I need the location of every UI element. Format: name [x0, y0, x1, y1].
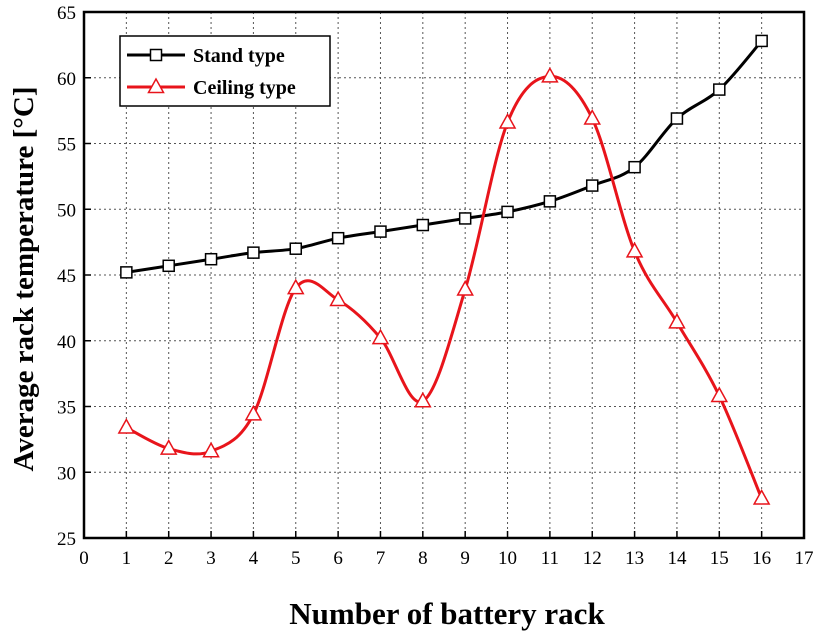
- y-tick-label: 40: [57, 332, 76, 353]
- data-point: [286, 278, 305, 295]
- x-tick-label: 2: [164, 548, 174, 569]
- y-tick-label: 50: [57, 200, 76, 221]
- x-tick-label: 10: [498, 548, 517, 569]
- x-tick-label: 14: [667, 548, 687, 569]
- y-tick-label: 45: [57, 266, 76, 287]
- data-point: [159, 439, 178, 455]
- data-point: [670, 112, 684, 125]
- data-point: [541, 66, 559, 83]
- x-tick-label: 9: [460, 548, 470, 569]
- data-point: [625, 241, 644, 258]
- data-point: [710, 386, 729, 403]
- data-point: [202, 441, 220, 458]
- legend-marker: [147, 77, 165, 94]
- legend-label: Stand type: [193, 45, 285, 67]
- data-point: [628, 160, 641, 174]
- x-tick-label: 3: [206, 548, 216, 569]
- data-point: [204, 252, 218, 266]
- x-tick-label: 1: [122, 548, 132, 569]
- y-tick-label: 55: [57, 135, 76, 156]
- x-tick-label: 17: [795, 548, 814, 569]
- legend-marker: [149, 48, 163, 62]
- y-axis-title: Average rack temperature [°C]: [8, 87, 40, 472]
- data-point: [329, 290, 347, 307]
- series-layer: [117, 34, 771, 505]
- data-point: [162, 259, 175, 273]
- data-point: [289, 242, 303, 255]
- data-point: [371, 328, 390, 345]
- y-tick-label: 30: [57, 463, 76, 484]
- data-point: [117, 417, 136, 434]
- x-tick-label: 8: [418, 548, 428, 569]
- data-point: [416, 218, 430, 232]
- x-tick-label: 13: [625, 548, 644, 569]
- data-point: [120, 266, 133, 279]
- y-tick-label: 65: [57, 3, 76, 24]
- data-point: [374, 225, 387, 238]
- legend-box: [119, 35, 331, 107]
- x-tick-label: 12: [583, 548, 602, 569]
- y-tick-label: 25: [57, 529, 76, 550]
- data-point: [668, 312, 686, 329]
- data-point: [331, 231, 345, 245]
- series-line: [126, 39, 763, 274]
- data-point: [501, 205, 514, 219]
- y-tick-label: 35: [57, 398, 76, 419]
- y-axis-ticks: 25 30 35 40 45 50 55 60 65: [57, 3, 91, 550]
- x-tick-label: 6: [333, 548, 343, 569]
- series-2: [117, 66, 771, 505]
- legend-label: Ceiling type: [193, 77, 296, 99]
- x-tick-label: 15: [710, 548, 729, 569]
- legend: Stand type Ceiling type: [119, 35, 331, 107]
- series-1: [120, 34, 768, 279]
- data-point: [458, 212, 472, 225]
- x-tick-label: 11: [541, 548, 559, 569]
- data-point: [713, 83, 726, 96]
- data-point: [585, 179, 599, 192]
- y-tick-label: 60: [57, 69, 76, 90]
- x-tick-label: 0: [79, 548, 89, 569]
- data-point: [543, 195, 557, 208]
- data-point: [583, 108, 602, 125]
- data-point: [752, 489, 771, 505]
- x-tick-label: 5: [291, 548, 301, 569]
- data-point: [414, 391, 432, 408]
- x-tick-label: 16: [752, 548, 771, 569]
- data-point: [247, 246, 260, 259]
- x-tick-label: 7: [376, 548, 386, 569]
- series-line: [125, 74, 764, 500]
- x-axis-title: Number of battery rack: [289, 596, 605, 631]
- data-point: [244, 404, 263, 421]
- data-point: [456, 279, 474, 296]
- x-tick-label: 4: [249, 548, 259, 569]
- data-point: [498, 112, 517, 129]
- x-axis-ticks: 0 1 2 3 4 5 6 7 8 9 10 11 12 13 14 15 16 17: [79, 531, 814, 569]
- data-point: [755, 34, 768, 48]
